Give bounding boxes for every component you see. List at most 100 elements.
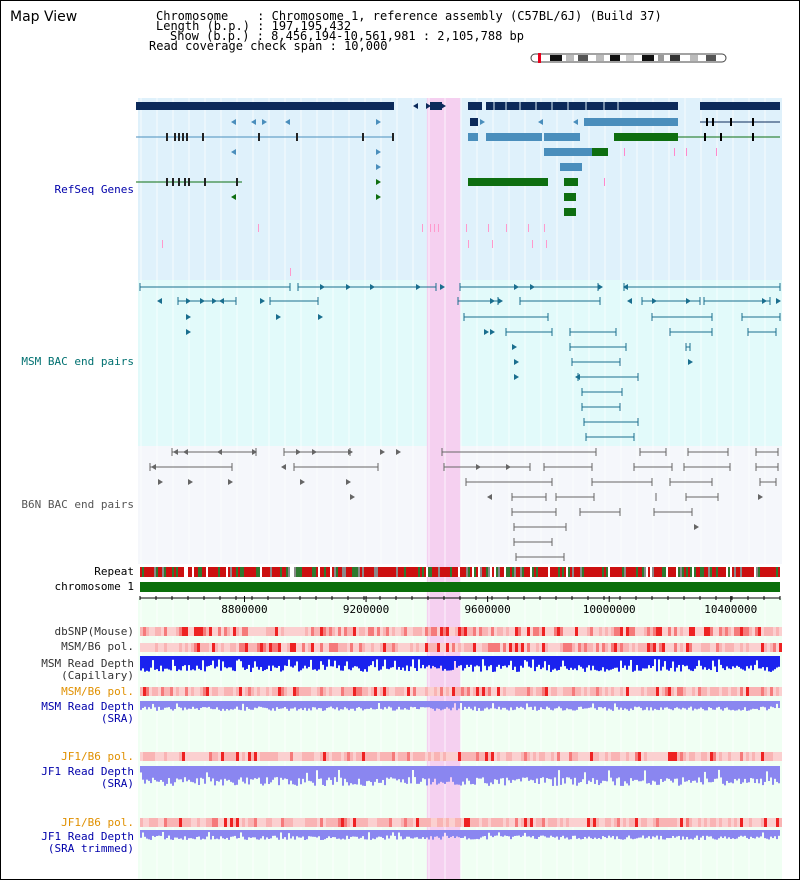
read-depth-bar [602,830,604,837]
read-depth-bar [348,701,350,711]
read-depth-bar [156,830,158,837]
polymorphism-cell [152,627,155,636]
msm-bac-end [530,284,535,290]
polymorphism-cell [740,752,743,761]
polymorphism-cell [275,818,278,827]
polymorphism-cell [329,643,332,652]
read-depth-bar [578,766,580,783]
polymorphism-cell [503,687,506,696]
repeat-segment [568,567,570,577]
b6n-bac-end [296,449,301,455]
polymorphism-cell [263,687,266,696]
repeat-segment [542,567,544,577]
label-msm-bac[interactable]: MSM BAC end pairs [21,355,134,368]
polymorphism-cell [377,643,380,652]
b6n-bac-end [694,524,699,530]
read-depth-bar [688,656,690,670]
repeat-segment [476,567,478,577]
polymorphism-cell [731,687,734,696]
read-depth-bar [204,656,206,672]
repeat-segment [736,567,738,577]
read-depth-bar [162,701,164,710]
read-depth-bar [618,701,620,710]
read-depth-bar [428,656,430,666]
read-depth-bar [656,656,658,672]
read-depth-bar [628,830,630,836]
b6n-bac-end [228,479,233,485]
polymorphism-cell [227,818,230,827]
read-depth-bar [678,830,680,836]
polymorphism-cell [635,627,638,636]
polymorphism-cell [494,752,497,761]
polymorphism-cell [668,818,671,827]
polymorphism-cell [293,752,296,761]
label-b6n-bac[interactable]: B6N BAC end pairs [21,498,134,511]
repeat-segment [622,567,624,577]
polymorphism-cell [224,818,227,827]
polymorphism-cell [770,818,773,827]
polymorphism-cell [395,627,398,636]
repeat-segment [194,567,196,577]
polymorphism-cell [473,627,476,636]
polymorphism-cell [242,643,245,652]
read-depth-bar [510,766,512,783]
polymorphism-cell [209,687,212,696]
polymorphism-cell [320,687,323,696]
label-refseq-genes[interactable]: RefSeq Genes [54,183,134,196]
polymorphism-cell [221,627,224,636]
read-depth-bar [718,830,720,839]
polymorphism-cell [362,627,365,636]
read-depth-bar [426,766,428,786]
repeat-segment [184,567,186,577]
repeat-segment [722,567,724,577]
read-depth-bar [740,701,742,711]
polymorphism-cell [674,818,677,827]
read-depth-bar [456,656,458,668]
read-depth-bar [702,656,704,670]
read-depth-bar [402,656,404,668]
repeat-segment [730,567,732,577]
polymorphism-cell [728,687,731,696]
chromosome-ideogram[interactable] [530,52,728,64]
read-depth-bar [294,656,296,666]
read-depth-bar [412,701,414,708]
repeat-segment [188,567,190,577]
read-depth-bar [250,830,252,838]
repeat-segment [276,567,278,577]
b6n-bac-end [158,479,163,485]
repeat-segment [382,567,384,577]
read-depth-bar [664,656,666,662]
polymorphism-cell [743,627,746,636]
read-depth-bar [306,766,308,773]
polymorphism-cell [494,818,497,827]
polymorphism-cell [671,818,674,827]
polymorphism-cell [650,627,653,636]
polymorphism-cell [707,752,710,761]
polymorphism-cell [329,752,332,761]
read-depth-bar [442,830,444,837]
polymorphism-cell [395,752,398,761]
polymorphism-cell [590,687,593,696]
read-depth-bar [148,830,150,840]
read-depth-bar [442,701,444,710]
msm-bac-end [318,314,323,320]
repeat-segment [186,567,188,577]
read-depth-bar [284,766,286,779]
read-depth-bar [646,701,648,708]
polymorphism-cell [311,643,314,652]
read-depth-bar [480,830,482,838]
repeat-segment [680,567,682,577]
read-depth-bar [520,701,522,707]
polymorphism-cell [653,818,656,827]
repeat-segment [338,567,340,577]
read-depth-bar [630,701,632,709]
polymorphism-cell [200,752,203,761]
polymorphism-cell [662,818,665,827]
read-depth-bar [572,701,574,711]
read-depth-bar [410,656,412,667]
read-depth-bar [180,766,182,780]
polymorphism-cell [476,818,479,827]
read-depth-bar [490,766,492,783]
read-depth-bar [778,656,780,667]
